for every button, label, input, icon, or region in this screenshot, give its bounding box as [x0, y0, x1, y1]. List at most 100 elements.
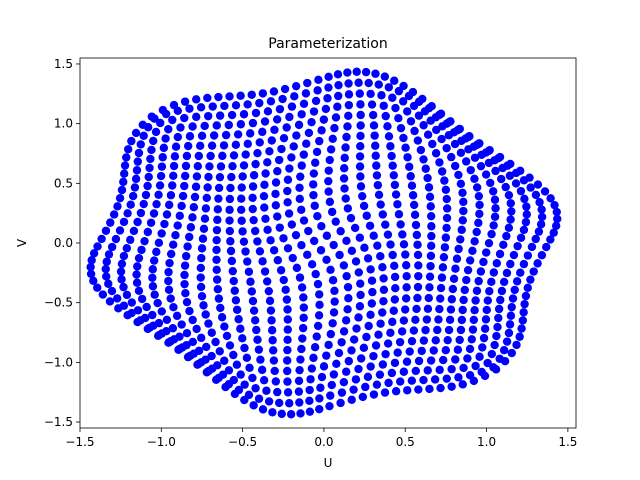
- scatter-point: [288, 253, 297, 263]
- scatter-point: [367, 100, 377, 109]
- scatter-point: [183, 242, 192, 251]
- scatter-point: [161, 134, 170, 143]
- scatter-point: [119, 217, 129, 227]
- scatter-point: [275, 223, 284, 232]
- scatter-point: [505, 171, 515, 180]
- scatter-point: [444, 325, 454, 335]
- scatter-point: [199, 224, 209, 234]
- scatter-point: [131, 174, 141, 184]
- scatter-point: [226, 246, 236, 256]
- scatter-point: [502, 231, 511, 241]
- scatter-point: [506, 311, 516, 320]
- scatter-point: [531, 234, 540, 244]
- scatter-point: [419, 375, 428, 385]
- scatter-point: [411, 366, 420, 376]
- scatter-point: [397, 327, 407, 336]
- scatter-point: [136, 140, 145, 149]
- scatter-point: [213, 285, 223, 294]
- scatter-point: [222, 331, 232, 341]
- scatter-point: [454, 170, 463, 180]
- scatter-point: [162, 315, 172, 325]
- scatter-point: [237, 194, 246, 203]
- scatter-point: [265, 147, 274, 156]
- scatter-point: [295, 365, 304, 375]
- scatter-point: [214, 183, 224, 193]
- scatter-point: [194, 346, 204, 355]
- scatter-point: [487, 349, 497, 359]
- scatter-point: [371, 141, 380, 150]
- scatter-point: [123, 209, 132, 218]
- scatter-point: [421, 325, 430, 335]
- scatter-point: [343, 282, 353, 292]
- scatter-point: [257, 365, 267, 375]
- scatter-point: [271, 178, 281, 187]
- scatter-point: [299, 293, 308, 302]
- scatter-point: [314, 75, 323, 85]
- scatter-point: [319, 362, 329, 371]
- scatter-point: [326, 265, 335, 275]
- scatter-point: [494, 313, 503, 323]
- scatter-point: [489, 221, 498, 230]
- scatter-point: [483, 296, 493, 305]
- scatter-point: [282, 295, 292, 304]
- scatter-point: [258, 127, 267, 137]
- scatter-point: [261, 214, 270, 224]
- scatter-point: [346, 213, 356, 223]
- scatter-point: [152, 247, 161, 257]
- scatter-point: [206, 151, 215, 161]
- scatter-point: [248, 118, 258, 128]
- scatter-point: [279, 275, 288, 285]
- scatter-point: [425, 283, 434, 292]
- scatter-point: [119, 301, 129, 310]
- scatter-point: [355, 152, 365, 161]
- scatter-point: [383, 122, 392, 131]
- scatter-point: [398, 230, 407, 239]
- scatter-point: [384, 132, 394, 141]
- scatter-point: [393, 348, 402, 357]
- scatter-point: [343, 68, 352, 77]
- scatter-point: [472, 183, 482, 192]
- scatter-point: [354, 268, 363, 277]
- scatter-point: [481, 315, 491, 324]
- scatter-point: [459, 197, 468, 207]
- scatter-point: [240, 343, 249, 353]
- scatter-point: [178, 191, 188, 201]
- scatter-point: [474, 191, 484, 201]
- scatter-point: [441, 185, 451, 194]
- scatter-point: [372, 161, 381, 170]
- scatter-point: [516, 166, 525, 175]
- scatter-point: [248, 373, 257, 383]
- scatter-point: [419, 121, 428, 130]
- scatter-point: [117, 185, 127, 195]
- scatter-point: [512, 340, 521, 350]
- scatter-point: [238, 172, 247, 181]
- scatter-point: [499, 345, 509, 355]
- scatter-point: [424, 183, 434, 192]
- scatter-point: [429, 346, 438, 355]
- scatter-point: [519, 308, 528, 317]
- scatter-point: [251, 384, 260, 393]
- scatter-point: [102, 272, 111, 281]
- scatter-point: [361, 382, 370, 392]
- scatter-point: [459, 295, 468, 305]
- scatter-point: [258, 405, 268, 414]
- scatter-point: [390, 295, 400, 304]
- scatter-point: [269, 346, 278, 355]
- scatter-point: [312, 332, 321, 341]
- scatter-point: [373, 180, 383, 190]
- scatter-point: [216, 162, 226, 171]
- scatter-point: [295, 398, 304, 407]
- scatter-point: [197, 244, 207, 253]
- scatter-point: [160, 219, 169, 229]
- x-tick-label: 0.0: [314, 435, 333, 449]
- scatter-point: [106, 218, 115, 227]
- scatter-point: [294, 387, 304, 396]
- scatter-point: [286, 410, 296, 419]
- scatter-point: [122, 290, 132, 300]
- scatter-point: [141, 190, 151, 200]
- scatter-point: [304, 226, 313, 236]
- scatter-point: [158, 153, 167, 162]
- scatter-point: [472, 227, 481, 237]
- scatter-point: [218, 151, 227, 161]
- scatter-point: [283, 335, 292, 345]
